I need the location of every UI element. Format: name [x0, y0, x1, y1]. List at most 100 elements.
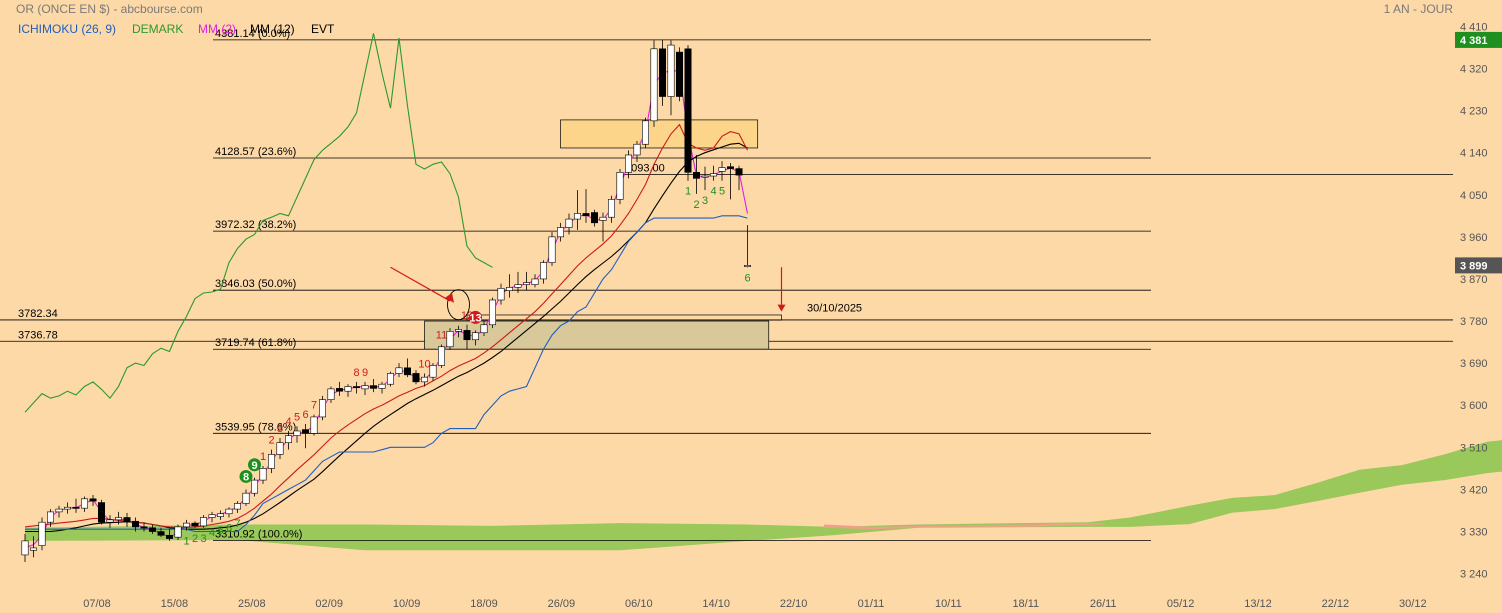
legend-evt[interactable]: EVT [311, 22, 335, 36]
candle-body [46, 511, 54, 523]
candle [701, 166, 709, 191]
candle-body [335, 388, 343, 392]
price-badge [1455, 257, 1502, 274]
count-label: 5 [217, 525, 223, 537]
candle [446, 328, 454, 351]
count-label: 5 [294, 411, 300, 423]
candle-body [539, 262, 547, 280]
candle-body [140, 526, 148, 529]
candle-body [225, 508, 233, 515]
candle-body [361, 385, 369, 390]
candle [89, 495, 97, 506]
count-label: 1 [183, 536, 189, 548]
candle [403, 358, 411, 378]
candles [21, 39, 751, 562]
candle [183, 519, 191, 531]
candle-body [21, 540, 29, 556]
candle-body [658, 48, 666, 97]
legend-mm2[interactable]: MM (2) [198, 22, 236, 36]
legend-ichimoku[interactable]: ICHIMOKU (26, 9) [18, 22, 116, 36]
y-tick-label: 3 960 [1460, 232, 1488, 244]
candle-body [234, 503, 242, 510]
candle-body [582, 213, 590, 217]
candle-body [565, 218, 573, 228]
x-tick-label: 30/12 [1399, 598, 1427, 610]
count-label: 11 [436, 329, 447, 341]
candle-body [463, 330, 471, 341]
candle [318, 395, 326, 421]
count-label: 4 [710, 186, 716, 198]
fib-label-1: 4128.57 (23.6%) [215, 146, 296, 158]
candle [106, 515, 114, 528]
fib-label-2: 3972.32 (38.2%) [215, 219, 296, 231]
x-tick-label: 10/11 [935, 598, 962, 610]
y-tick-label: 3 690 [1460, 358, 1488, 370]
ichimoku-cloud [25, 440, 1502, 551]
candle [335, 381, 343, 396]
price-badge [1455, 31, 1502, 48]
candle-body [200, 517, 208, 527]
candle-body [650, 48, 658, 122]
candle-body [267, 454, 275, 469]
candle-body [667, 44, 675, 97]
candle-body [522, 282, 530, 285]
red-arrow-head [445, 292, 454, 303]
candle-body [29, 547, 37, 551]
x-tick-label: 14/10 [702, 598, 730, 610]
candle-body [412, 373, 420, 383]
candle [471, 330, 479, 346]
gap-zone [466, 314, 782, 321]
candle [514, 271, 522, 293]
candle-body [743, 265, 751, 267]
candle [115, 511, 123, 525]
series-kijun [25, 215, 748, 533]
candle [684, 45, 692, 181]
candle [191, 521, 199, 528]
candle-body [115, 517, 123, 521]
candle [599, 212, 607, 242]
candle [242, 489, 250, 506]
red-arrow-shaft [390, 266, 451, 302]
candle [284, 430, 292, 450]
candle-body [98, 502, 106, 523]
candle [692, 154, 700, 194]
candle-body [132, 520, 140, 528]
y-axis: 4 410 4 320 4 230 4 140 4 050 3 960 3 870 3 780… [1455, 21, 1502, 581]
count-label: 4 [285, 416, 291, 428]
candle-body [217, 513, 225, 517]
candle [276, 437, 284, 460]
y-tick-label: 3 330 [1460, 527, 1488, 539]
legend-demark[interactable]: DEMARK [132, 22, 183, 36]
candle [386, 371, 394, 387]
y-tick-label: 4 410 [1460, 21, 1488, 33]
candle-body [624, 154, 632, 173]
candle [505, 274, 513, 298]
x-tick-label: 26/09 [548, 598, 576, 610]
candle [174, 524, 182, 540]
candle-body [607, 199, 615, 218]
candle [225, 507, 233, 518]
x-tick-label: 05/12 [1167, 598, 1195, 610]
candle-body [471, 332, 479, 341]
candle-body [616, 171, 624, 200]
candle [352, 381, 360, 394]
candle [38, 517, 46, 551]
count-label: 10 [418, 358, 430, 370]
candle-body [429, 365, 437, 378]
candle [378, 381, 386, 394]
candle [132, 517, 140, 532]
candle [650, 40, 658, 127]
legend-mm12[interactable]: MM (12) [250, 22, 295, 36]
candle-body [701, 175, 709, 178]
y-tick-label: 3 420 [1460, 484, 1488, 496]
chart-period[interactable]: 1 AN - JOUR [1384, 2, 1454, 16]
series-red [24, 123, 748, 528]
annotation-date: 30/10/2025 [807, 303, 862, 315]
candle-body [276, 442, 284, 455]
candle [667, 40, 675, 116]
candle [123, 512, 131, 527]
annotations: 30/10/2025 [390, 266, 862, 321]
y-tick-label: 4 050 [1460, 190, 1488, 202]
candle [726, 162, 734, 200]
